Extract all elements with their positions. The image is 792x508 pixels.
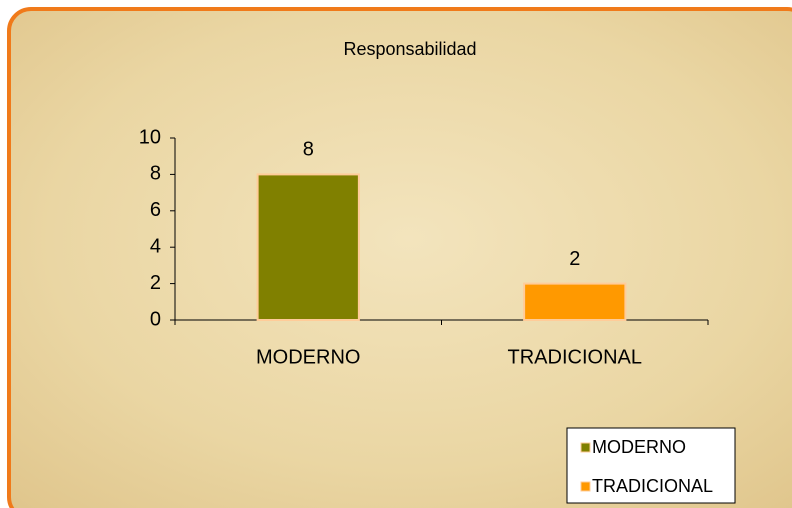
chart-title: Responsabilidad bbox=[343, 39, 476, 59]
legend-swatch bbox=[580, 481, 591, 492]
y-tick-label: 0 bbox=[150, 308, 161, 330]
value-label: 2 bbox=[569, 248, 580, 270]
legend-swatch bbox=[580, 442, 591, 453]
x-tick-label: TRADICIONAL bbox=[508, 346, 642, 368]
x-tick-label: MODERNO bbox=[256, 346, 360, 368]
bar bbox=[523, 282, 627, 322]
bar bbox=[256, 173, 360, 321]
chart-frame bbox=[7, 7, 792, 508]
y-tick-label: 2 bbox=[150, 272, 161, 294]
value-label: 8 bbox=[303, 139, 314, 161]
legend-box bbox=[566, 427, 736, 504]
y-tick-label: 10 bbox=[139, 126, 161, 148]
y-tick-label: 4 bbox=[150, 235, 161, 257]
y-tick-label: 8 bbox=[150, 163, 161, 185]
legend-label: MODERNO bbox=[592, 437, 686, 457]
legend-label: TRADICIONAL bbox=[592, 476, 713, 496]
y-tick-label: 6 bbox=[150, 199, 161, 221]
